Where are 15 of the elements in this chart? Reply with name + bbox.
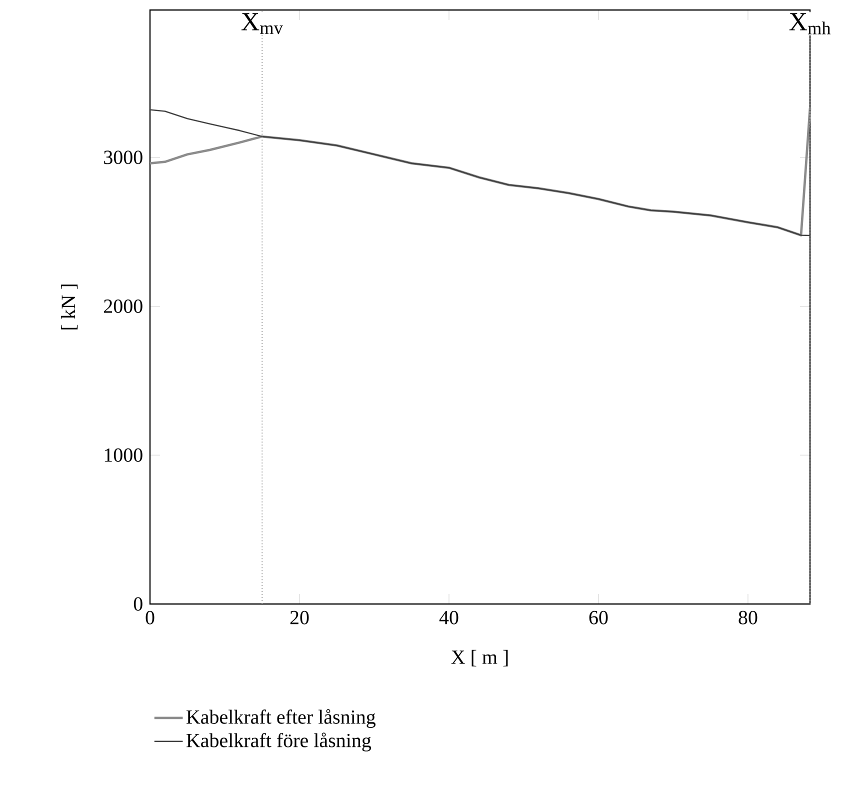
- y-tick-label: 1000: [104, 448, 142, 462]
- ref-line-label: X$_{mh}$: [789, 13, 831, 34]
- x-tick-label: 20: [290, 610, 309, 624]
- legend-label: Kabelkraft före låsning: [186, 732, 372, 752]
- y-tick-label: 0: [134, 597, 142, 611]
- y-tick-label: 3000: [104, 150, 142, 164]
- x-tick-label: 40: [439, 610, 458, 624]
- legend-label: Kabelkraft efter låsning: [186, 709, 376, 728]
- x-tick-label: 0: [146, 610, 154, 624]
- x-axis-title: X [ m ]: [451, 650, 508, 666]
- x-tick-label: 80: [738, 610, 758, 624]
- y-tick-label: 2000: [104, 299, 142, 313]
- y-axis-title: [ kN ]: [61, 284, 78, 330]
- ref-line-label: X$_{mv}$: [241, 13, 283, 34]
- x-tick-label: 60: [589, 610, 608, 624]
